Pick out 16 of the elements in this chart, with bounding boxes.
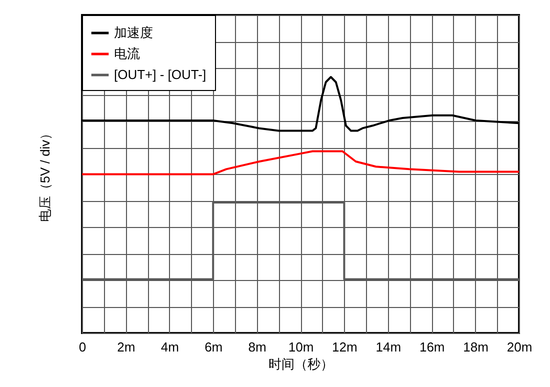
x-tick-label: 8m xyxy=(248,340,266,354)
legend-label: 电流 xyxy=(114,46,140,61)
x-tick-label: 4m xyxy=(160,340,179,354)
x-tick-label: 0 xyxy=(78,340,86,354)
x-tick-label: 10m xyxy=(288,340,314,354)
x-tick-label: 2m xyxy=(117,340,136,354)
legend-label: [OUT+] - [OUT-] xyxy=(114,67,206,82)
x-tick-label: 14m xyxy=(376,340,402,354)
legend-label: 加速度 xyxy=(114,25,153,40)
x-tick-label: 6m xyxy=(204,340,223,354)
x-tick-label: 20m xyxy=(506,340,532,354)
x-tick-label: 18m xyxy=(463,340,488,354)
y-axis-title: 电压（5V / div） xyxy=(38,126,52,222)
x-tick-label: 12m xyxy=(332,340,358,354)
x-axis-title: 时间（秒） xyxy=(268,356,334,372)
x-tick-label: 16m xyxy=(419,340,445,354)
